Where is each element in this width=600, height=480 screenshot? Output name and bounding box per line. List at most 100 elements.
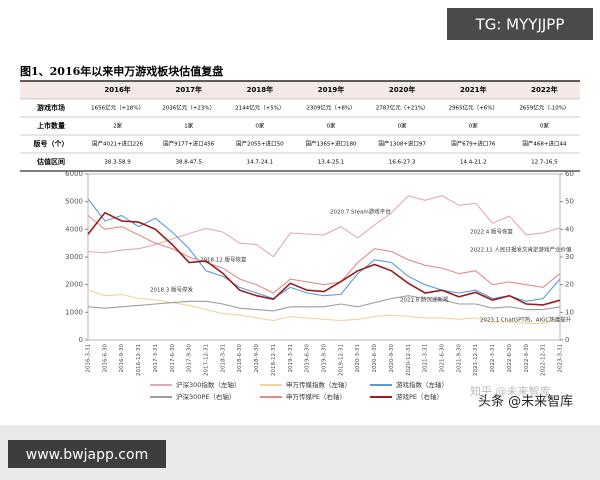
watermark: TG: MYYJJPP (475, 16, 565, 34)
legend-label: 申万传媒PE（右轴） (286, 392, 346, 401)
x-tick-label: 2021-6-30 (440, 344, 446, 373)
table-header: 2021年 (460, 85, 486, 94)
table-cell: 0家 (255, 122, 264, 130)
y-tick-label: 5000 (65, 198, 83, 206)
x-tick-label: 2020-9-30 (389, 344, 395, 373)
table-cell: 上市数量 (37, 121, 65, 130)
table-cell: 12.7-16.5 (531, 160, 558, 166)
series-line (87, 295, 561, 312)
x-tick-label: 2018-9-30 (254, 344, 260, 373)
table-cell: 国产1308+进口97 (378, 140, 426, 148)
annotation: 2018.3 版号停发 (150, 286, 193, 294)
x-tick-label: 2021-9-30 (456, 344, 462, 373)
x-tick-label: 2022-9-30 (524, 344, 530, 373)
x-tick-label: 2016-9-30 (119, 344, 125, 373)
url: www.bwjapp.com (26, 447, 148, 463)
table-cell: 国产2055+进口50 (236, 140, 284, 148)
table-header-bg (20, 81, 580, 99)
annotation: 2022.4 版号恢复 (470, 228, 513, 236)
legend-label: 沪深300PE（右轴） (176, 392, 235, 401)
table-header: 2019年 (318, 85, 344, 94)
annotation: 2020.7 Steam游戏平台 (330, 208, 391, 216)
x-tick-label: 2020-3-31 (355, 344, 361, 372)
table-cell: 0家 (327, 122, 336, 130)
table-cell: 14.7-24.1 (247, 160, 273, 166)
table-cell: 1家 (184, 122, 193, 130)
table-cell: 国产679+进口76 (451, 140, 496, 148)
url-box (8, 440, 166, 468)
table-cell: 2965亿元（+6%） (449, 104, 498, 112)
y2-tick-label: 50 (565, 198, 574, 206)
x-tick-label: 2020-6-30 (372, 344, 378, 373)
x-tick-label: 2017-6-30 (170, 344, 176, 373)
series-line (87, 289, 561, 324)
table-cell: 0家 (469, 122, 478, 130)
table-cell: 16.6-27.3 (389, 160, 416, 166)
annotation: 2021.8 防沉迷新规 (400, 296, 449, 304)
table-cell: 14.4-21.2 (460, 160, 486, 166)
watermark-box (447, 8, 593, 40)
table-cell: 38.8-47.5 (175, 160, 202, 166)
y2-tick-label: 20 (565, 281, 574, 289)
x-tick-label: 2017-9-30 (187, 344, 193, 373)
x-tick-label: 2018-6-30 (237, 344, 243, 373)
table-cell: 1656亿元（+18%） (91, 104, 144, 112)
table-cell: 2659亿元（-10%） (519, 104, 569, 112)
x-tick-label: 2022-3-31 (490, 344, 496, 372)
table-cell: 2309亿元（+8%） (306, 104, 355, 112)
x-tick-label: 2019-6-30 (305, 344, 311, 373)
table-header: 2016年 (104, 85, 130, 94)
series-line (87, 215, 561, 294)
table-cell: 13.4-25.1 (318, 160, 344, 166)
table-cell: 版号（个） (34, 139, 69, 148)
x-tick-label: 2022-6-30 (507, 344, 513, 373)
x-tick-label: 2018-12-31 (271, 344, 277, 376)
table-cell: 0家 (398, 122, 407, 130)
x-tick-label: 2019-3-31 (288, 344, 294, 372)
y2-tick-label: 40 (565, 225, 574, 233)
x-tick-label: 2019-12-31 (338, 344, 344, 376)
table-cell: 38.3-58.9 (104, 160, 131, 166)
legend-label: 游戏指数（左轴） (396, 380, 448, 389)
annotation: 2023.1 ChatGPT热，AIGC热度提升 (480, 316, 572, 324)
table-cell: 国产9177+进口456 (163, 140, 215, 148)
y2-tick-label: 10 (565, 308, 574, 316)
legend-label: 游戏PE（右轴） (396, 392, 443, 401)
y-tick-label: 4000 (65, 225, 83, 233)
y-tick-label: 3000 (65, 253, 83, 261)
table-cell: 2144亿元（+5%） (235, 104, 284, 112)
table-cell: 估值区间 (36, 157, 65, 166)
annotation: 2018.12 版号恢复 (200, 256, 247, 264)
table-header: 2020年 (389, 85, 415, 94)
x-tick-label: 2016-12-31 (136, 344, 142, 376)
table-cell: 2036亿元（+23%） (162, 104, 215, 112)
table-cell: 0家 (540, 122, 549, 130)
x-tick-label: 2017-3-31 (153, 344, 159, 372)
table-header: 2018年 (247, 85, 273, 94)
series-line (87, 211, 561, 306)
x-tick-label: 2018-3-31 (220, 344, 226, 372)
table-cell: 游戏市场 (37, 103, 65, 112)
y2-tick-label: 0 (565, 336, 569, 344)
y-tick-label: 0 (79, 336, 83, 344)
legend-label: 申万传媒指数（左轴） (286, 380, 351, 389)
y2-tick-label: 60 (565, 170, 574, 178)
annotation: 2022.11 人民日报发文肯定游戏产业价值 (470, 246, 572, 254)
table-cell: 国产4021+进口226 (92, 140, 144, 148)
y-tick-label: 1000 (65, 308, 83, 316)
table-cell: 2家 (113, 122, 122, 130)
x-tick-label: 2016-3-31 (86, 344, 92, 372)
table-cell: 国产468+进口44 (522, 140, 567, 148)
series-line (87, 198, 561, 302)
legend-label: 沪深300指数（左轴） (176, 380, 240, 389)
toutiao-watermark: 头条 @未来智库 (478, 394, 573, 410)
zhihu-watermark: 知乎 @未来智库 (470, 384, 551, 398)
y-tick-label: 6000 (65, 170, 83, 178)
x-tick-label: 2021-3-31 (423, 344, 429, 372)
x-tick-label: 2021-12-31 (473, 344, 479, 376)
table-header: 2022年 (531, 85, 557, 94)
x-tick-label: 2022-12-31 (541, 344, 547, 376)
x-tick-label: 2023-3-31 (558, 344, 564, 372)
